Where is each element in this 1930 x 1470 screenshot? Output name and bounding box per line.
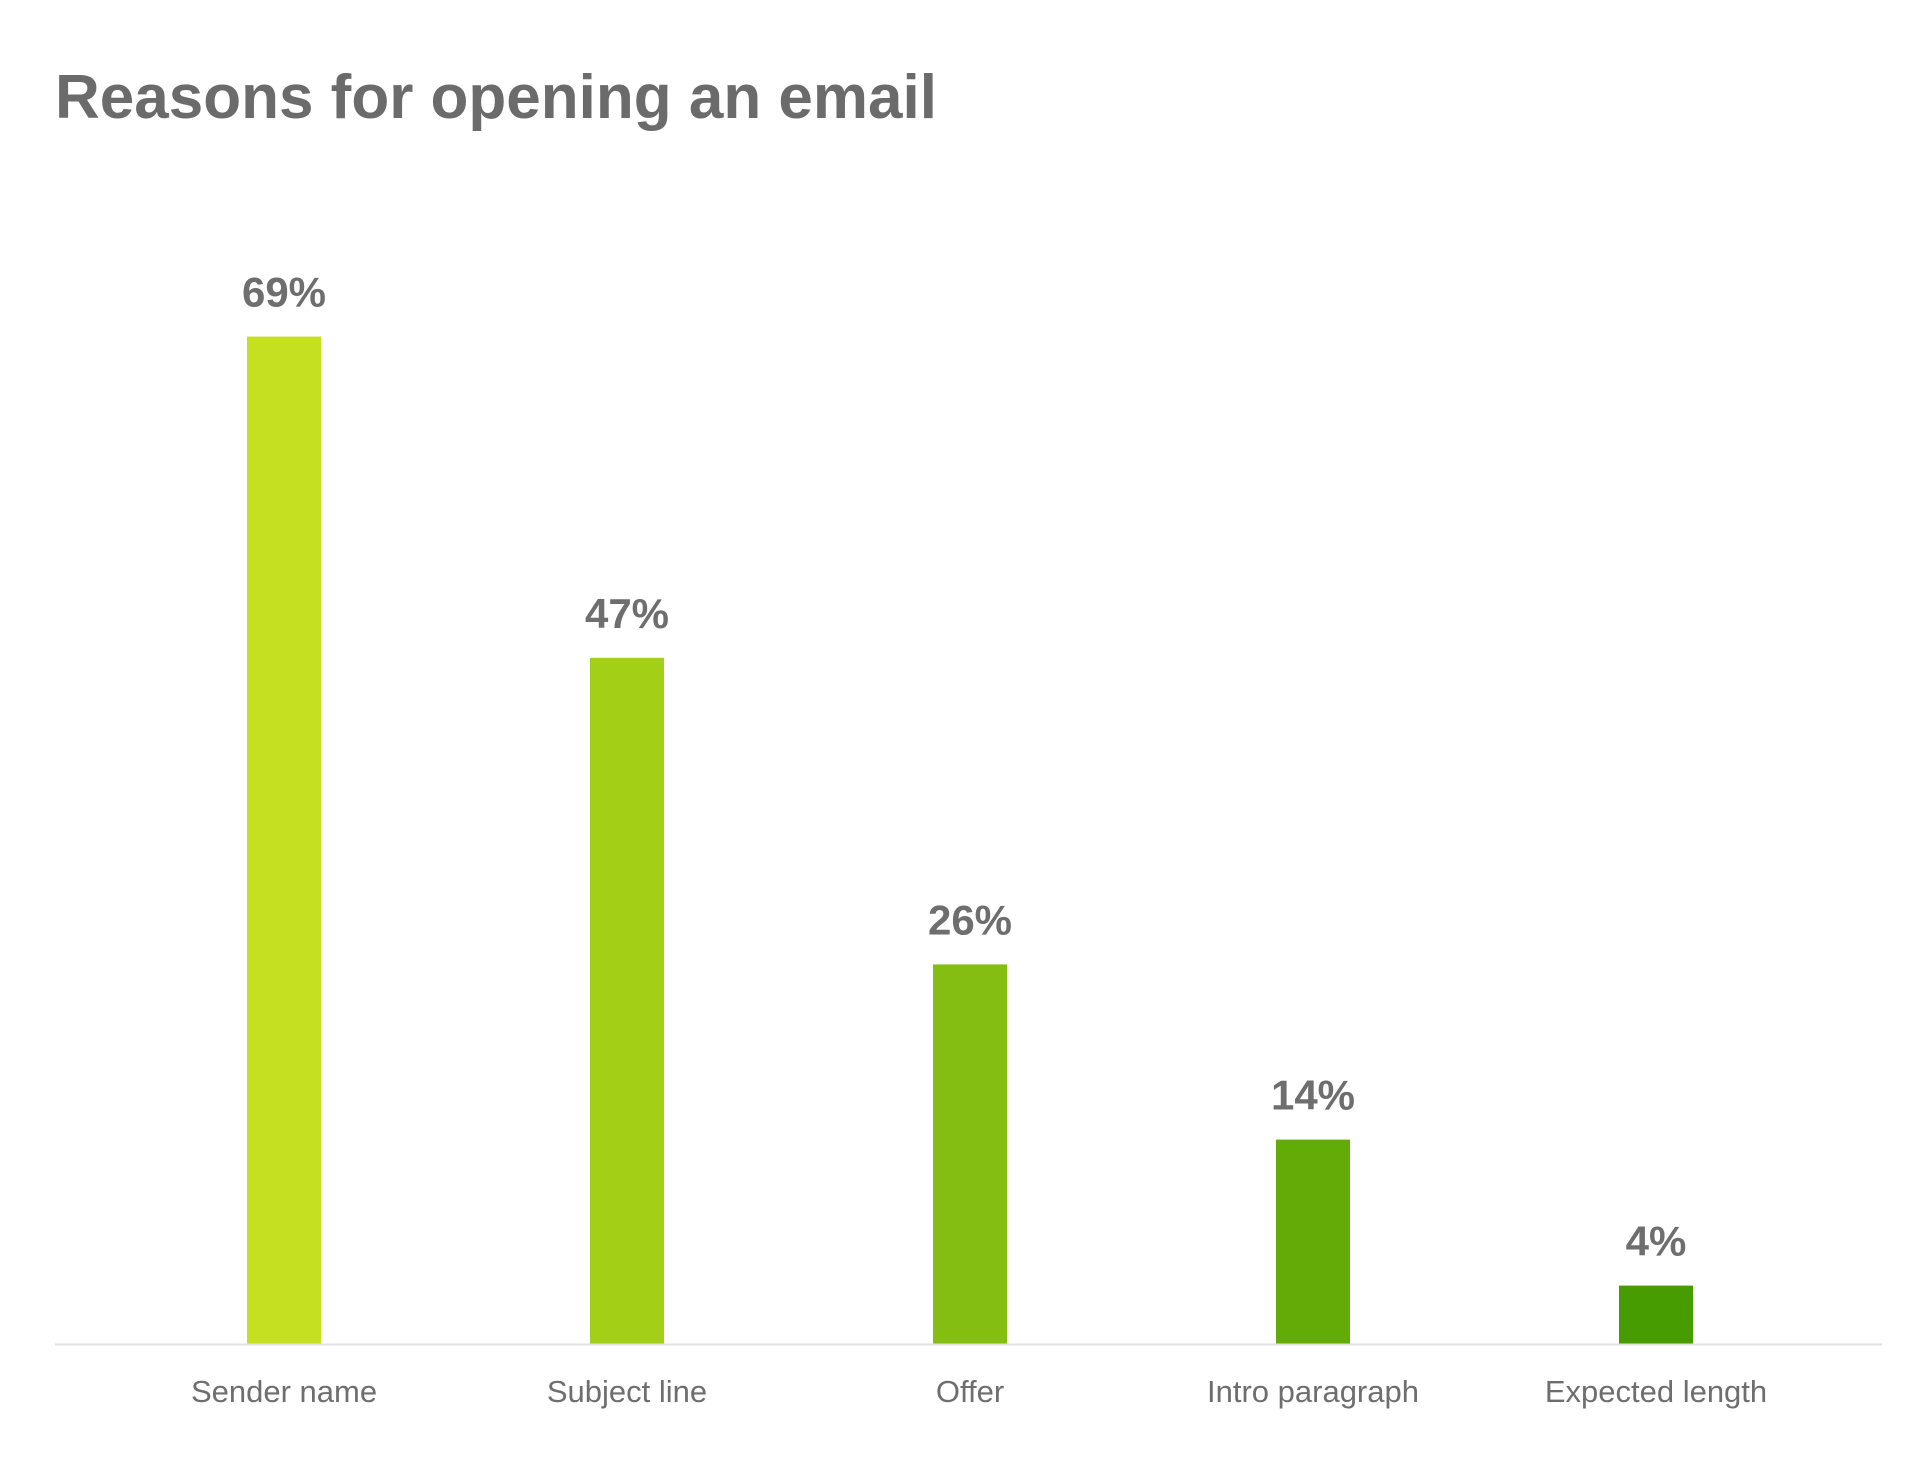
value-label: 47% [585, 590, 669, 637]
category-label: Expected length [1545, 1374, 1767, 1409]
value-label: 4% [1626, 1218, 1687, 1265]
bar [1276, 1139, 1350, 1344]
bar [933, 964, 1007, 1344]
value-label: 14% [1271, 1072, 1355, 1119]
bar [590, 657, 664, 1344]
value-label: 69% [242, 269, 326, 316]
chart-title: Reasons for opening an email [55, 63, 937, 132]
category-label: Offer [936, 1374, 1004, 1409]
category-label: Intro paragraph [1207, 1374, 1419, 1409]
category-label: Subject line [547, 1374, 707, 1409]
bar [1619, 1285, 1693, 1344]
category-label: Sender name [191, 1374, 377, 1409]
bar [247, 336, 321, 1345]
value-label: 26% [928, 896, 1012, 943]
